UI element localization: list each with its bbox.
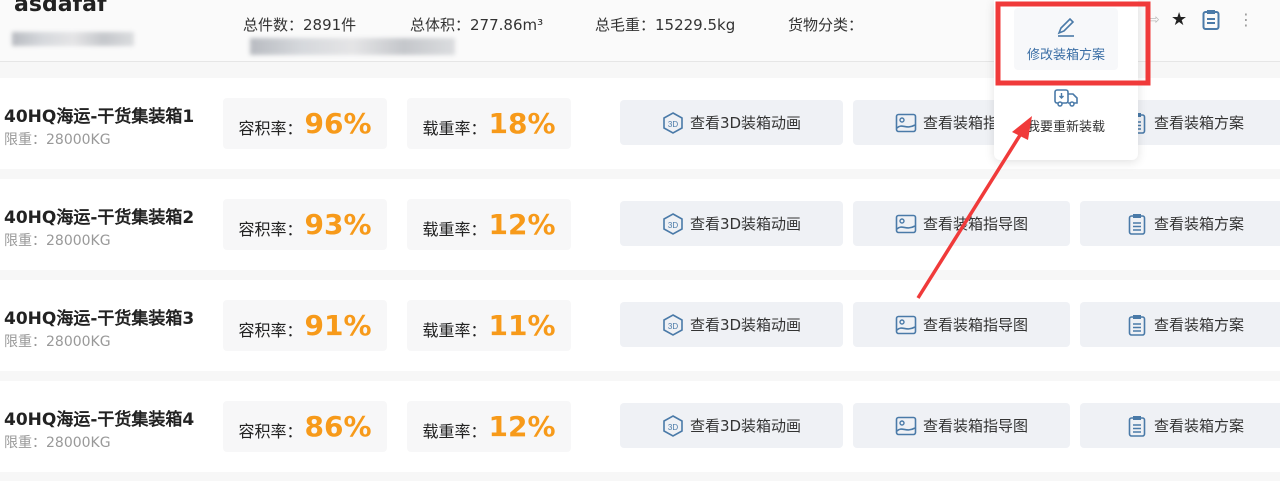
view-3d-animation-button[interactable]: 3D 查看3D装箱动画	[620, 201, 843, 246]
cube-3d-icon: 3D	[663, 414, 683, 437]
image-icon	[895, 416, 917, 435]
weight-rate-value: 12%	[488, 208, 556, 241]
container-name: 40HQ海运-干货集装箱2	[4, 208, 195, 228]
button-label: 查看装箱方案	[1153, 215, 1244, 233]
image-icon	[895, 113, 917, 132]
menu-reload-label: 我要重新装载	[1026, 120, 1105, 135]
pencil-icon	[1057, 17, 1075, 37]
button-label: 查看装箱指导图	[922, 417, 1028, 435]
total-count: 总件数：2891件	[243, 16, 357, 34]
view-plan-button[interactable]: 查看装箱方案	[1080, 302, 1280, 347]
volume-rate-label: 容积率：	[238, 320, 303, 340]
blurred-creator	[12, 32, 134, 46]
volume-rate: 容积率： 93%	[223, 199, 387, 250]
share-icon[interactable]: ⇨	[1148, 12, 1160, 28]
menu-edit-plan[interactable]: 修改装箱方案	[1014, 8, 1118, 70]
weight-rate: 载重率： 18%	[407, 98, 571, 149]
view-guide-button[interactable]: 查看装箱指导图	[853, 403, 1070, 448]
view-guide-button[interactable]: 查看装箱指导图	[853, 201, 1070, 246]
button-label: 查看装箱指导图	[922, 316, 1028, 334]
clipboard-icon[interactable]	[1202, 9, 1220, 36]
view-guide-button[interactable]: 查看装箱指导图	[853, 302, 1070, 347]
button-label: 查看装箱指导图	[922, 215, 1028, 233]
volume-rate-value: 91%	[304, 309, 372, 342]
weight-rate-label: 载重率：	[422, 118, 487, 138]
volume-rate: 容积率： 86%	[223, 401, 387, 452]
annotation-box	[995, 1, 1151, 86]
button-label: 查看3D装箱动画	[689, 316, 802, 334]
weight-limit: 限重：28000KG	[4, 132, 111, 148]
weight-limit: 限重：28000KG	[4, 233, 111, 249]
star-icon[interactable]: ★	[1171, 9, 1188, 30]
weight-rate-label: 载重率：	[422, 421, 487, 441]
weight-rate: 载重率： 12%	[407, 401, 571, 452]
volume-rate-label: 容积率：	[238, 421, 303, 441]
image-icon	[895, 315, 917, 334]
menu-reload[interactable]: 我要重新装载	[1014, 86, 1118, 135]
cube-3d-icon: 3D	[663, 313, 683, 336]
weight-rate-label: 载重率：	[422, 219, 487, 239]
svg-text:3D: 3D	[668, 221, 678, 230]
category-label: 货物分类：	[788, 16, 864, 34]
clipboard-icon	[1128, 213, 1146, 235]
cube-3d-icon: 3D	[663, 212, 683, 235]
container-name: 40HQ海运-干货集装箱1	[4, 107, 195, 127]
svg-text:3D: 3D	[668, 120, 678, 129]
volume-rate-value: 86%	[304, 410, 372, 443]
plan-title: asdafaf	[14, 0, 107, 17]
volume-rate-label: 容积率：	[238, 118, 303, 138]
button-label: 查看装箱方案	[1153, 114, 1244, 132]
clipboard-icon	[1128, 314, 1146, 336]
annotation-arrow	[916, 131, 1024, 299]
weight-rate-label: 载重率：	[422, 320, 487, 340]
button-label: 查看3D装箱动画	[689, 114, 802, 132]
container-row: 40HQ海运-干货集装箱2 限重：28000KG 容积率： 93% 载重率： 12%…	[0, 179, 1280, 270]
svg-text:3D: 3D	[668, 322, 678, 331]
weight-limit: 限重：28000KG	[4, 435, 111, 451]
truck-icon	[1054, 89, 1078, 107]
blurred-created-date	[250, 38, 455, 55]
volume-rate-label: 容积率：	[238, 219, 303, 239]
total-weight: 总毛重：15229.5kg	[595, 16, 736, 34]
volume-rate-value: 93%	[304, 208, 372, 241]
annotation-arrowhead	[1012, 116, 1032, 140]
button-label: 查看装箱方案	[1153, 316, 1244, 334]
more-icon[interactable]: ⋮	[1238, 10, 1254, 29]
container-name: 40HQ海运-干货集装箱4	[4, 410, 195, 430]
view-3d-animation-button[interactable]: 3D 查看3D装箱动画	[620, 100, 843, 145]
view-plan-button[interactable]: 查看装箱方案	[1080, 201, 1280, 246]
view-plan-button[interactable]: 查看装箱方案	[1080, 403, 1280, 448]
volume-rate: 容积率： 91%	[223, 300, 387, 351]
weight-rate: 载重率： 11%	[407, 300, 571, 351]
button-label: 查看3D装箱动画	[689, 417, 802, 435]
view-3d-animation-button[interactable]: 3D 查看3D装箱动画	[620, 302, 843, 347]
view-3d-animation-button[interactable]: 3D 查看3D装箱动画	[620, 403, 843, 448]
container-row: 40HQ海运-干货集装箱4 限重：28000KG 容积率： 86% 载重率： 12%…	[0, 381, 1280, 472]
menu-edit-label: 修改装箱方案	[1026, 47, 1105, 63]
weight-rate: 载重率： 12%	[407, 199, 571, 250]
volume-rate: 容积率： 96%	[223, 98, 387, 149]
image-icon	[895, 214, 917, 233]
weight-rate-value: 12%	[488, 410, 556, 443]
volume-rate-value: 96%	[304, 107, 372, 140]
weight-limit: 限重：28000KG	[4, 334, 111, 350]
svg-text:3D: 3D	[668, 423, 678, 432]
clipboard-icon	[1128, 415, 1146, 437]
button-label: 查看3D装箱动画	[689, 215, 802, 233]
cube-3d-icon: 3D	[663, 111, 683, 134]
button-label: 查看装箱方案	[1153, 417, 1244, 435]
container-row: 40HQ海运-干货集装箱3 限重：28000KG 容积率： 91% 载重率： 11%…	[0, 280, 1280, 371]
container-name: 40HQ海运-干货集装箱3	[4, 309, 195, 329]
total-volume: 总体积：277.86m³	[410, 16, 544, 34]
weight-rate-value: 11%	[488, 309, 556, 342]
weight-rate-value: 18%	[488, 107, 556, 140]
